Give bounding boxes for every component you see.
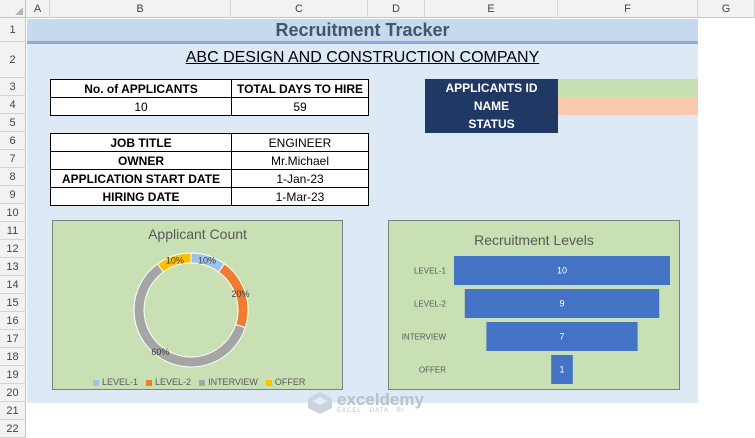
row-header[interactable]: 13 — [0, 258, 26, 276]
row-header[interactable]: 12 — [0, 240, 26, 258]
donut-data-label-offer: 10% — [166, 256, 184, 266]
row-header[interactable]: 17 — [0, 330, 26, 348]
job-title-label[interactable]: JOB TITLE — [50, 133, 232, 152]
exceldemy-logo-icon — [308, 392, 332, 414]
column-header-d[interactable]: D — [368, 0, 425, 18]
funnel-bar-offer[interactable] — [551, 355, 573, 384]
row-header[interactable]: 4 — [0, 96, 26, 114]
job-title-value[interactable]: ENGINEER — [231, 133, 369, 152]
applicant-id-label[interactable]: APPLICANTS ID — [445, 81, 538, 95]
row-header[interactable]: 3 — [0, 78, 26, 96]
doughnut-chart-plot: 10% 20% 60% 10% — [133, 252, 249, 368]
column-header-e[interactable]: E — [425, 0, 558, 18]
funnel-category-label-level-2: LEVEL-2 — [414, 300, 447, 309]
funnel-value-label-interview: 7 — [559, 332, 564, 342]
applicant-count-chart[interactable]: Applicant Count 10% 20% 60% 10% LEVEL-1 LEV… — [52, 220, 343, 390]
funnel-bar-level-2[interactable] — [464, 289, 660, 318]
applicant-name-output-cell[interactable] — [558, 97, 698, 115]
donut-slice-offer[interactable] — [156, 252, 192, 273]
select-all-corner[interactable] — [0, 0, 26, 18]
column-header-g[interactable]: G — [698, 0, 755, 18]
owner-value[interactable]: Mr.Michael — [231, 151, 369, 170]
exceldemy-watermark: exceldemy EXCEL · DATA · BI — [306, 391, 424, 415]
row-header[interactable]: 22 — [0, 420, 26, 438]
row-header[interactable]: 15 — [0, 294, 26, 312]
applicant-name-label[interactable]: NAME — [473, 99, 510, 113]
funnel-chart-plot: 10 LEVEL-1 9 LEVEL-2 7 INTERVIEW 1 OFFER — [402, 256, 670, 384]
row-header[interactable]: 9 — [0, 186, 26, 204]
funnel-value-label-level-1: 10 — [557, 266, 567, 276]
hiring-date-label[interactable]: HIRING DATE — [50, 187, 232, 206]
column-header-a[interactable]: A — [26, 0, 50, 18]
row-header[interactable]: 18 — [0, 348, 26, 366]
doughnut-chart-title: Applicant Count — [148, 226, 247, 242]
column-header-f[interactable]: F — [558, 0, 698, 18]
funnel-category-label-level-1: LEVEL-1 — [414, 267, 447, 276]
row-header[interactable]: 14 — [0, 276, 26, 294]
funnel-bar-level-1[interactable] — [454, 256, 670, 285]
donut-data-label-level-2: 20% — [231, 289, 249, 299]
applicants-count-header[interactable]: No. of APPLICANTS — [50, 79, 232, 98]
applicant-id-input-cell[interactable] — [558, 79, 698, 97]
days-to-hire-value[interactable]: 59 — [231, 97, 369, 116]
watermark-brand: exceldemy — [337, 390, 424, 409]
funnel-chart-title: Recruitment Levels — [474, 232, 594, 248]
owner-label[interactable]: OWNER — [50, 151, 232, 170]
hiring-date-value[interactable]: 1-Mar-23 — [231, 187, 369, 206]
row-header[interactable]: 2 — [0, 42, 26, 78]
row-header[interactable]: 16 — [0, 312, 26, 330]
column-header-c[interactable]: C — [231, 0, 368, 18]
funnel-category-label-interview: INTERVIEW — [402, 333, 447, 342]
row-header[interactable]: 20 — [0, 384, 26, 402]
start-date-value[interactable]: 1-Jan-23 — [231, 169, 369, 188]
row-header[interactable]: 10 — [0, 204, 26, 222]
watermark-tagline: EXCEL · DATA · BI — [337, 408, 405, 414]
column-header-b[interactable]: B — [50, 0, 231, 18]
summary-table: No. of APPLICANTS TOTAL DAYS TO HIRE 10 … — [50, 79, 369, 116]
row-header[interactable]: 21 — [0, 402, 26, 420]
doughnut-legend: LEVEL-1 LEVEL-2 INTERVIEW OFFER — [93, 377, 305, 387]
donut-data-label-interview: 60% — [151, 347, 169, 357]
sheet-title[interactable]: Recruitment Tracker — [27, 19, 698, 41]
funnel-bar-interview[interactable] — [486, 322, 638, 351]
applicant-lookup-labels: APPLICANTS ID NAME STATUS — [425, 79, 558, 133]
row-header[interactable]: 1 — [0, 18, 26, 42]
legend-item-interview: INTERVIEW — [199, 377, 258, 387]
row-header[interactable]: 5 — [0, 114, 26, 132]
row-header[interactable]: 7 — [0, 150, 26, 168]
legend-item-level-1: LEVEL-1 — [93, 377, 138, 387]
company-name[interactable]: ABC DESIGN AND CONSTRUCTION COMPANY — [185, 49, 540, 66]
legend-item-level-2: LEVEL-2 — [146, 377, 191, 387]
row-header[interactable]: 11 — [0, 222, 26, 240]
row-header[interactable]: 8 — [0, 168, 26, 186]
row-header[interactable]: 19 — [0, 366, 26, 384]
funnel-value-label-level-2: 9 — [559, 299, 564, 309]
job-info-table: JOB TITLE ENGINEER OWNER Mr.Michael APPL… — [50, 133, 369, 206]
legend-item-offer: OFFER — [265, 377, 305, 387]
days-to-hire-header[interactable]: TOTAL DAYS TO HIRE — [231, 79, 369, 98]
applicants-count-value[interactable]: 10 — [50, 97, 232, 116]
recruitment-levels-chart[interactable]: Recruitment Levels 10 LEVEL-1 9 LEVEL-2 7 INT… — [388, 220, 680, 390]
applicant-status-label[interactable]: STATUS — [468, 117, 515, 131]
funnel-category-label-offer: OFFER — [419, 366, 446, 375]
donut-data-label-level-1: 10% — [198, 256, 216, 266]
start-date-label[interactable]: APPLICATION START DATE — [50, 169, 232, 188]
row-header[interactable]: 6 — [0, 132, 26, 150]
funnel-value-label-offer: 1 — [559, 365, 564, 375]
title-underline — [27, 41, 698, 44]
